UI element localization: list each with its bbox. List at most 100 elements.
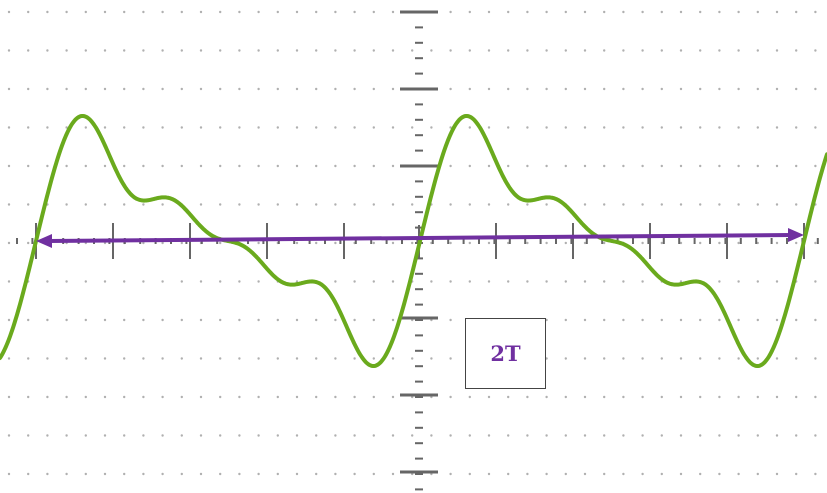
grid-dot bbox=[526, 203, 529, 206]
grid-dot bbox=[449, 434, 452, 437]
grid-dot bbox=[641, 126, 644, 129]
grid-dot bbox=[564, 318, 567, 322]
grid-dot bbox=[334, 318, 337, 322]
grid-dot bbox=[7, 126, 11, 129]
grid-dot bbox=[641, 434, 644, 437]
grid-dot bbox=[756, 472, 759, 476]
grid-dot bbox=[756, 10, 759, 14]
grid-dot bbox=[545, 10, 548, 14]
grid-dot bbox=[449, 472, 452, 476]
grid-dot bbox=[583, 472, 587, 476]
grid-dot bbox=[161, 164, 164, 168]
grid-dot bbox=[737, 49, 740, 52]
grid-dot bbox=[545, 49, 548, 52]
grid-dot bbox=[814, 280, 817, 283]
grid-dot bbox=[622, 126, 625, 129]
grid-dot bbox=[775, 241, 779, 245]
grid-dot bbox=[7, 10, 11, 14]
grid-dot bbox=[295, 203, 299, 206]
grid-dot bbox=[65, 318, 68, 322]
grid-dot bbox=[583, 241, 587, 245]
grid-dot bbox=[123, 472, 126, 476]
grid-dot bbox=[103, 203, 107, 206]
grid-dot bbox=[622, 10, 625, 14]
grid-dot bbox=[411, 203, 414, 206]
grid-dot bbox=[295, 164, 299, 168]
grid-dot bbox=[84, 126, 88, 129]
grid-dot bbox=[468, 126, 471, 129]
grid-dot bbox=[718, 126, 721, 129]
grid-dot bbox=[622, 87, 625, 91]
grid-dot bbox=[123, 87, 126, 91]
grid-dot bbox=[391, 472, 395, 476]
grid-dot bbox=[775, 472, 779, 476]
period-arrow-shaft bbox=[47, 233, 793, 243]
grid-dot bbox=[679, 126, 683, 129]
grid-dot bbox=[103, 280, 107, 283]
grid-dot bbox=[795, 87, 798, 91]
grid-dot bbox=[353, 203, 356, 206]
grid-dot bbox=[123, 357, 126, 360]
grid-dot bbox=[699, 87, 702, 91]
grid-dot bbox=[583, 49, 587, 52]
grid-dot bbox=[27, 126, 30, 129]
grid-dot bbox=[468, 164, 471, 168]
grid-dot bbox=[46, 357, 49, 360]
grid-dot bbox=[526, 241, 529, 245]
grid-dot bbox=[487, 395, 491, 399]
grid-dot bbox=[180, 49, 183, 52]
grid-dot bbox=[507, 87, 510, 91]
grid-dot bbox=[718, 318, 721, 322]
grid-dot bbox=[27, 395, 30, 399]
grid-dot bbox=[199, 87, 203, 91]
grid-dot bbox=[699, 164, 702, 168]
grid-dot bbox=[583, 126, 587, 129]
grid-dot bbox=[679, 203, 683, 206]
grid-dot bbox=[430, 49, 433, 52]
grid-dot bbox=[84, 203, 88, 206]
grid-dot bbox=[526, 49, 529, 52]
grid-dot bbox=[699, 203, 702, 206]
grid-dot bbox=[641, 10, 644, 14]
grid-dot bbox=[545, 395, 548, 399]
grid-dot bbox=[7, 241, 11, 245]
grid-dot bbox=[84, 434, 88, 437]
grid-dot bbox=[65, 10, 68, 14]
grid-dot bbox=[180, 164, 183, 168]
grid-dot bbox=[257, 10, 260, 14]
grid-dot bbox=[564, 472, 567, 476]
grid-dot bbox=[219, 203, 222, 206]
grid-dot bbox=[737, 357, 740, 360]
grid-dot bbox=[775, 126, 779, 129]
grid-dot bbox=[238, 280, 241, 283]
grid-dot bbox=[411, 49, 414, 52]
grid-dot bbox=[315, 126, 318, 129]
grid-dots bbox=[7, 10, 817, 476]
grid-dot bbox=[353, 87, 356, 91]
grid-dot bbox=[507, 10, 510, 14]
grid-dot bbox=[372, 472, 375, 476]
grid-dot bbox=[219, 10, 222, 14]
grid-dot bbox=[46, 49, 49, 52]
grid-dot bbox=[775, 10, 779, 14]
grid-dot bbox=[603, 10, 606, 14]
grid-dot bbox=[372, 241, 375, 245]
grid-dot bbox=[756, 203, 759, 206]
grid-dot bbox=[123, 49, 126, 52]
grid-dot bbox=[238, 10, 241, 14]
grid-dot bbox=[295, 357, 299, 360]
grid-dot bbox=[622, 472, 625, 476]
grid-dot bbox=[238, 49, 241, 52]
grid-dot bbox=[65, 87, 68, 91]
grid-dot bbox=[161, 10, 164, 14]
grid-dot bbox=[123, 434, 126, 437]
grid-dot bbox=[641, 49, 644, 52]
grid-dot bbox=[161, 395, 164, 399]
grid-dot bbox=[718, 357, 721, 360]
grid-dot bbox=[353, 126, 356, 129]
grid-dot bbox=[353, 472, 356, 476]
grid-dot bbox=[660, 395, 663, 399]
grid-dot bbox=[353, 357, 356, 360]
grid-dot bbox=[545, 126, 548, 129]
